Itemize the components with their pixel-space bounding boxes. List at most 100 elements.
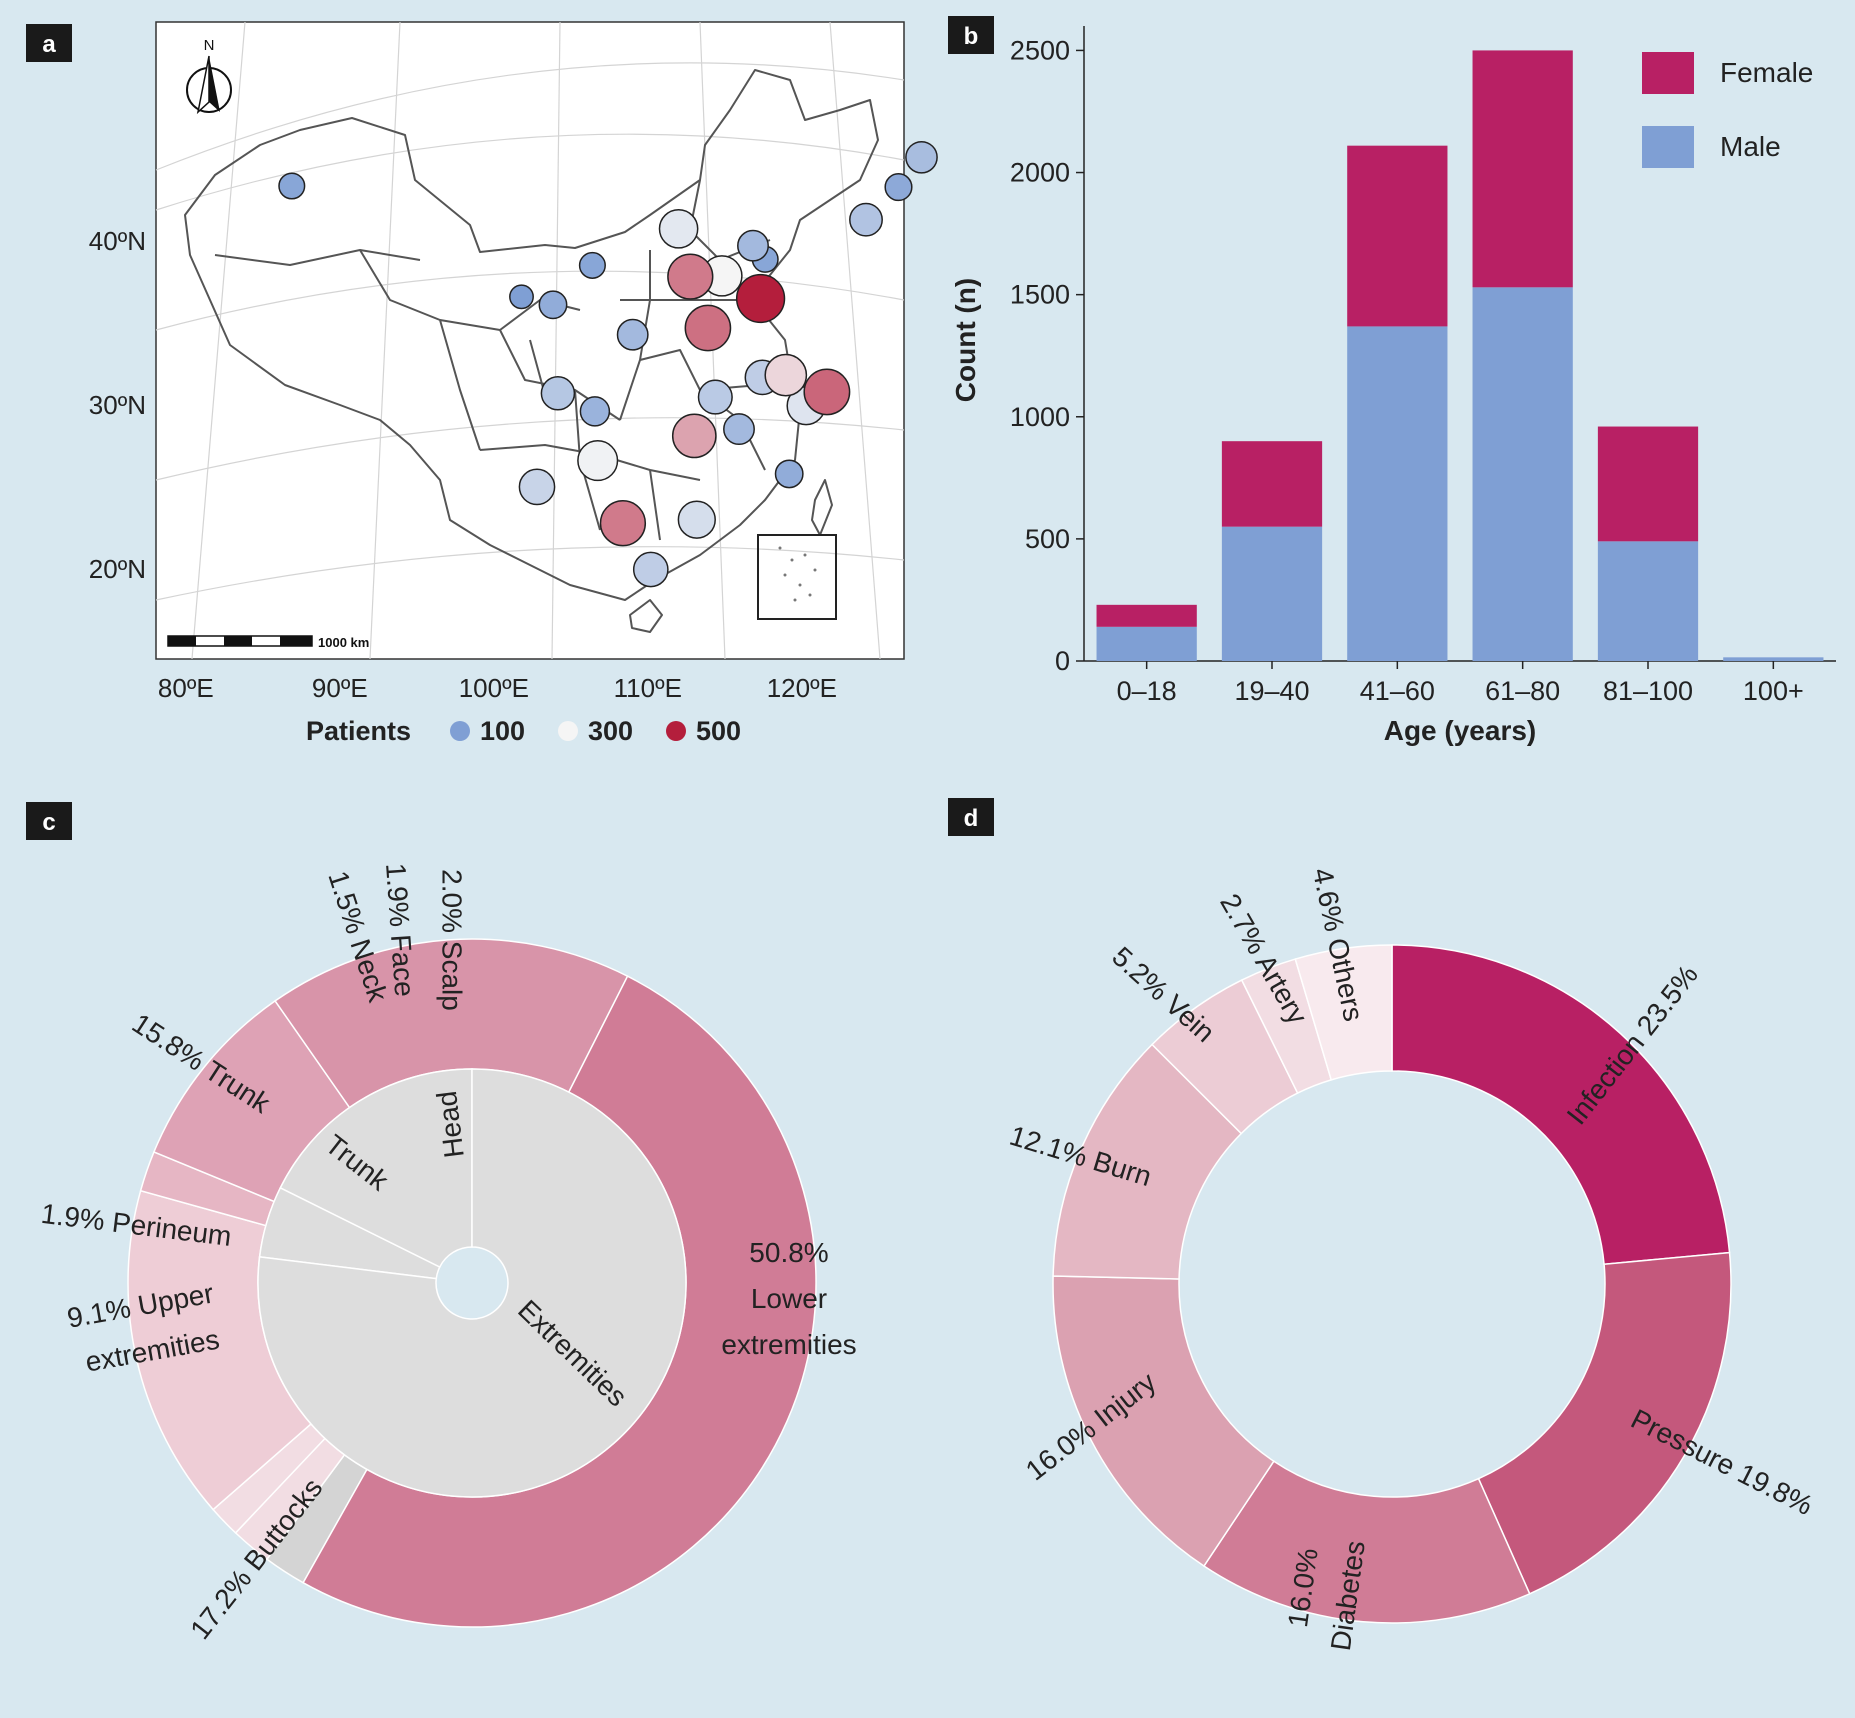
bar-female [1096,604,1197,627]
scale-bar-label: 1000 km [318,635,369,650]
legend-label: Male [1720,131,1781,162]
map-x-tick-label: 100ºE [459,673,529,703]
map-bubble [509,284,534,310]
legend-swatch [1642,52,1694,94]
x-axis-title: Age (years) [1384,715,1537,746]
y-tick-label: 2000 [1010,158,1070,188]
inner-slice [279,1068,473,1268]
map-bubble [735,273,786,324]
x-tick-label: 0–18 [1117,676,1177,706]
bar-male [1221,526,1323,661]
donut-slice [1202,1460,1531,1624]
north-arrow-label: N [204,37,215,54]
outer-label: extremities [721,1329,856,1360]
legend-label: 300 [588,716,633,746]
outer-label: Lower [751,1283,827,1314]
panel-b-bar-chart: b 0 500 1000 1500 2000 2500 0–18 19–40 41–60 61–8… [948,16,1836,746]
map-x-tick-label: 120ºE [767,673,837,703]
y-tick-label: 2500 [1010,35,1070,65]
bar-chart-area: 0 500 1000 1500 2000 2500 0–18 19–40 41–60 61–80 8… [950,26,1836,746]
map-y-tick-label: 40ºN [89,226,146,256]
south-sea-islands [778,546,817,602]
map-points [278,140,938,588]
legend-swatch [450,721,470,741]
inner-slice [257,1068,687,1498]
map-bubble [684,304,732,352]
map-axes: 80ºE 90ºE 100ºE 110ºE 120ºE 20ºN 30ºN 40ºN [89,226,837,703]
scale-bar-segment [168,636,196,646]
panel-a-letter-box [26,24,72,62]
legend-title: Patients [306,716,411,746]
donut-slice [1477,1251,1732,1595]
map-bubble [658,208,699,249]
map-bubble [579,396,611,427]
bar-female [1347,145,1448,327]
panel-b-letter: b [964,23,979,50]
y-tick-label: 1500 [1010,280,1070,310]
legend-label: Female [1720,57,1813,88]
bar-male [1096,626,1197,661]
map-x-tick-label: 110ºE [614,673,682,703]
donut-slice [1391,944,1731,1266]
map-bubble [278,172,306,200]
map-bubble [697,379,733,415]
panel-c-letter: c [42,809,55,836]
taiwan-island [811,479,833,536]
panel-a-map: a N [26,21,938,746]
map-bubble [599,500,647,547]
map-bubble [632,551,669,588]
y-tick-label: 0 [1055,646,1070,676]
legend-label: 100 [480,716,525,746]
bar-male [1597,541,1699,661]
x-tick-label: 81–100 [1603,676,1693,706]
x-tick-label: 41–60 [1360,676,1435,706]
map-bubble [671,413,717,459]
map-legend: Patients 100 300 500 [306,716,741,746]
map-bubble [616,318,649,351]
map-bubble [764,353,808,397]
map-bubble [803,368,851,416]
map-bubble [578,251,606,279]
hainan-island [629,599,663,633]
x-tick-label: 61–80 [1485,676,1560,706]
bar-male [1347,326,1448,661]
scale-bar-segment [224,636,252,646]
map-bubble [677,500,716,539]
south-sea-inset [757,534,837,620]
north-arrow-needle-right [209,56,220,112]
panel-d-letter: d [964,805,979,832]
map-x-tick-label: 90ºE [312,673,368,703]
map-bubble [884,173,913,202]
legend-label: 500 [696,716,741,746]
legend-swatch [558,721,578,741]
panel-c-letter-box [26,802,72,840]
x-tick-label: 19–40 [1234,676,1309,706]
bar-female [1597,426,1699,542]
y-tick-label: 500 [1025,524,1070,554]
map-bubble [540,376,576,411]
y-axis-title: Count (n) [950,278,981,402]
map-y-tick-label: 30ºN [89,390,146,420]
bar-male [1472,287,1573,661]
map-bubble [737,229,769,262]
north-arrow: N [186,37,232,115]
map-outline [184,69,879,633]
outer-label: 50.8% [749,1237,828,1268]
legend-swatch [1642,126,1694,168]
bar-female [1221,441,1323,527]
map-y-tick-label: 20ºN [89,554,146,584]
donut-slice [1294,944,1393,1081]
map-bubble [667,253,714,300]
bar-male [1723,657,1824,661]
panel-b-letter-box [948,16,994,54]
donut-slice [1052,1275,1275,1568]
y-tick-label: 1000 [1010,402,1070,432]
map-bubble [577,440,619,482]
country-outline [184,69,879,601]
x-tick-label: 100+ [1743,676,1804,706]
map-bubble [538,290,568,320]
panel-d-letter-box [948,798,994,836]
